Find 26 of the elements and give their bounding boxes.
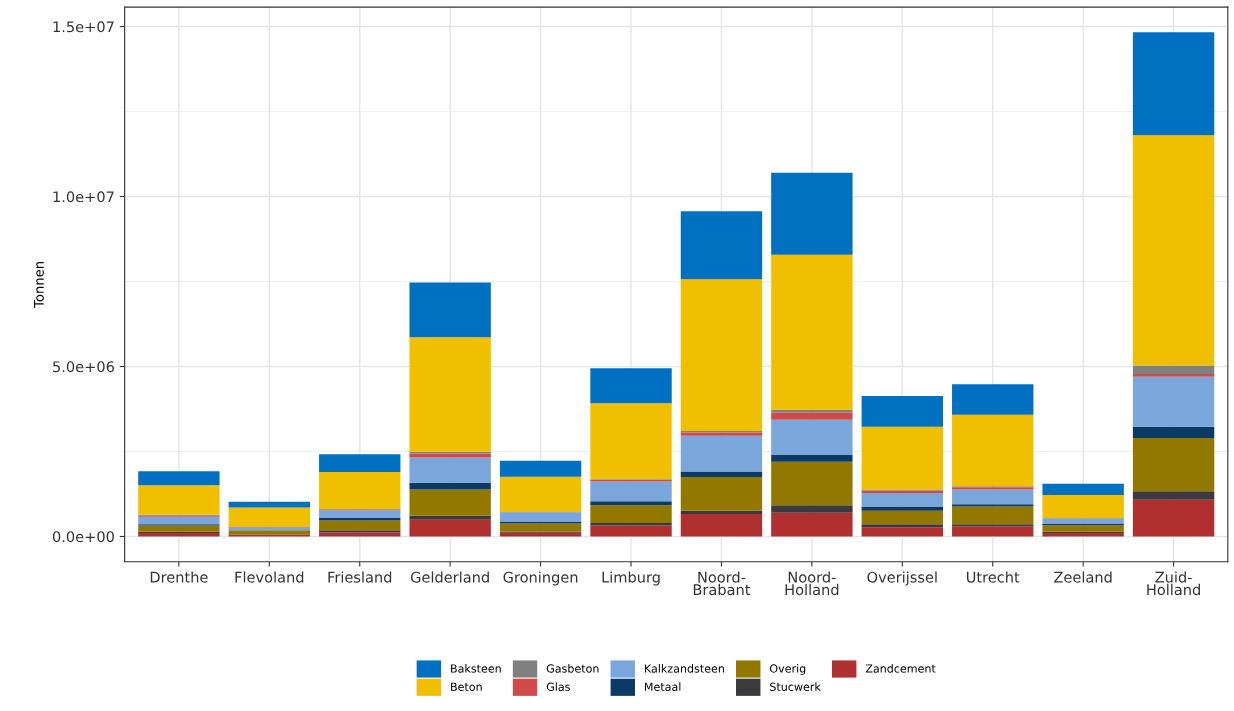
legend-label: Baksteen (451, 664, 501, 673)
x-tick-label: Drenthe (150, 571, 208, 583)
y-tick-label: 1.0e+07 (53, 191, 114, 203)
x-tick-label: Flevoland (235, 571, 304, 583)
x-tick-label: Groningen (503, 571, 578, 586)
y-axis-title: Tonnen (34, 261, 44, 308)
legend-label: Zandcement (865, 664, 936, 673)
legend-label: Gasbeton (546, 664, 599, 673)
x-tick-label: Zuid- Holland (1147, 571, 1200, 596)
x-tick-label: Gelderland (410, 571, 489, 583)
legend-label: Overig (769, 664, 806, 675)
x-tick-label: Friesland (328, 571, 392, 583)
legend-label: Stucwerk (770, 682, 821, 691)
y-tick-label: 1.5e+07 (53, 21, 114, 33)
legend-label: Metaal (644, 682, 681, 691)
x-tick-label: Noord- Brabant (693, 571, 751, 596)
legend-label: Glas (546, 682, 570, 691)
x-tick-label: Zeeland (1054, 571, 1112, 583)
legend-label: Kalkzandsteen (644, 664, 724, 673)
x-tick-label: Noord- Holland (785, 571, 839, 596)
x-tick-label: Overijssel (867, 571, 937, 586)
legend-label: Beton (451, 682, 482, 691)
y-tick-label: 0.0e+00 (52, 531, 114, 543)
y-tick-label: 5.0e+06 (53, 361, 114, 373)
x-tick-label: Utrecht (966, 571, 1020, 583)
x-tick-label: Limburg (602, 571, 660, 586)
